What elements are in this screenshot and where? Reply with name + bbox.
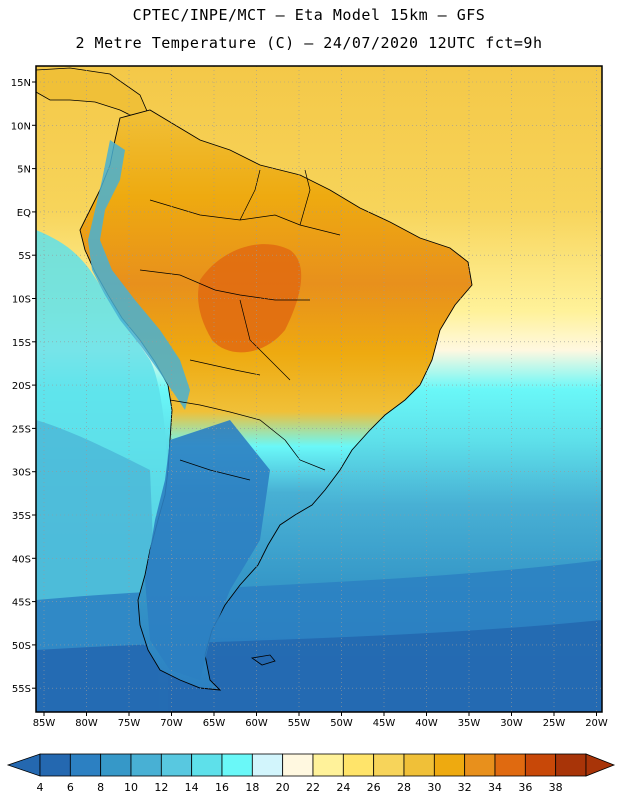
colorbar-swatch bbox=[342, 753, 375, 777]
longitude-labels: 85W 80W 75W 70W 65W 60W 55W 50W 45W 40W 35W 30W 25W 2… bbox=[33, 718, 608, 729]
lon-label: 75W bbox=[118, 718, 141, 729]
andes-cold-strip bbox=[88, 140, 190, 410]
map-frame bbox=[35, 65, 603, 713]
colorbar-label: 6 bbox=[67, 781, 74, 794]
colorbar-label: 34 bbox=[488, 781, 502, 794]
lon-label: 20W bbox=[585, 718, 608, 729]
colorbar-label: 20 bbox=[276, 781, 290, 794]
title-line-1: CPTEC/INPE/MCT – Eta Model 15km – GFS bbox=[132, 6, 486, 24]
colorbar-label: 36 bbox=[518, 781, 532, 794]
lat-label: 20S bbox=[12, 381, 31, 392]
colorbar-swatch bbox=[312, 753, 344, 777]
lat-label: 45S bbox=[12, 598, 31, 609]
lat-label: 10N bbox=[11, 121, 31, 132]
lat-label: 15N bbox=[11, 78, 31, 89]
colorbar-swatch bbox=[282, 753, 314, 777]
colorbar-label: 4 bbox=[37, 781, 44, 794]
lon-label: 65W bbox=[203, 718, 226, 729]
colorbar-swatch bbox=[160, 753, 193, 777]
colorbar-label: 12 bbox=[154, 781, 168, 794]
colorbar-swatch bbox=[373, 753, 405, 777]
lon-label: 55W bbox=[288, 718, 311, 729]
southern-deep-region bbox=[36, 620, 602, 712]
latitude-labels: 15N 10N 5N EQ 5S 10S 15S 20S 25S 30S 35S 40S 45S 50S 5… bbox=[11, 78, 31, 695]
colorbar-swatch bbox=[251, 753, 284, 777]
colorbar-swatch bbox=[403, 753, 435, 777]
colorbar-swatch bbox=[494, 753, 526, 777]
colorbar-right-arrow bbox=[585, 753, 616, 777]
colorbar-swatch bbox=[555, 753, 587, 777]
hot-interior-core bbox=[198, 244, 302, 353]
colorbar-label: 38 bbox=[549, 781, 563, 794]
lat-label: 25S bbox=[12, 424, 31, 435]
lat-label: EQ bbox=[17, 208, 31, 219]
lon-label: 80W bbox=[75, 718, 98, 729]
falkland-islands bbox=[250, 654, 276, 666]
lon-label: 35W bbox=[458, 718, 481, 729]
colorbar: 4 6 8 10 12 14 16 18 20 22 24 26 28 30 32 34 36 38 bbox=[6, 753, 616, 794]
colorbar-label: 16 bbox=[215, 781, 229, 794]
colorbar-label: 18 bbox=[245, 781, 259, 794]
lon-label: 25W bbox=[543, 718, 566, 729]
colorbar-label: 8 bbox=[97, 781, 104, 794]
colorbar-swatch bbox=[39, 753, 71, 777]
lat-label: 5S bbox=[18, 251, 31, 262]
colorbar-label: 32 bbox=[458, 781, 472, 794]
colorbar-label: 26 bbox=[367, 781, 381, 794]
lon-label: 70W bbox=[160, 718, 183, 729]
colorbar-swatch bbox=[433, 753, 466, 777]
patagonia-cold-region bbox=[145, 420, 270, 680]
lon-label: 60W bbox=[245, 718, 268, 729]
axis-ticks bbox=[32, 81, 597, 716]
lat-label: 30S bbox=[12, 468, 31, 479]
colorbar-label: 30 bbox=[427, 781, 441, 794]
lon-label: 85W bbox=[33, 718, 56, 729]
colorbar-swatch bbox=[130, 753, 162, 777]
colorbar-label: 10 bbox=[124, 781, 138, 794]
lat-label: 55S bbox=[12, 684, 31, 695]
colorbar-swatch bbox=[464, 753, 496, 777]
colorbar-swatch bbox=[100, 753, 132, 777]
colorbar-swatch bbox=[191, 753, 223, 777]
colorbar-label: 14 bbox=[185, 781, 199, 794]
lon-label: 30W bbox=[500, 718, 523, 729]
colorbar-label: 22 bbox=[306, 781, 320, 794]
title-line-2: 2 Metre Temperature (C) – 24/07/2020 12U… bbox=[75, 34, 543, 52]
lat-label: 40S bbox=[12, 554, 31, 565]
lon-label: 45W bbox=[373, 718, 396, 729]
lat-label: 10S bbox=[12, 295, 31, 306]
country-borders bbox=[139, 169, 341, 481]
colorbar-label: 24 bbox=[336, 781, 350, 794]
lat-label: 15S bbox=[12, 338, 31, 349]
colorbar-swatch bbox=[69, 753, 102, 777]
colorbar-left-arrow bbox=[6, 753, 41, 777]
lon-label: 40W bbox=[415, 718, 438, 729]
lat-label: 50S bbox=[12, 641, 31, 652]
colorbar-swatch bbox=[524, 753, 557, 777]
lat-label: 35S bbox=[12, 511, 31, 522]
lon-label: 50W bbox=[330, 718, 353, 729]
lat-label: 5N bbox=[17, 165, 31, 176]
colorbar-label: 28 bbox=[397, 781, 411, 794]
colorbar-swatch bbox=[221, 753, 253, 777]
